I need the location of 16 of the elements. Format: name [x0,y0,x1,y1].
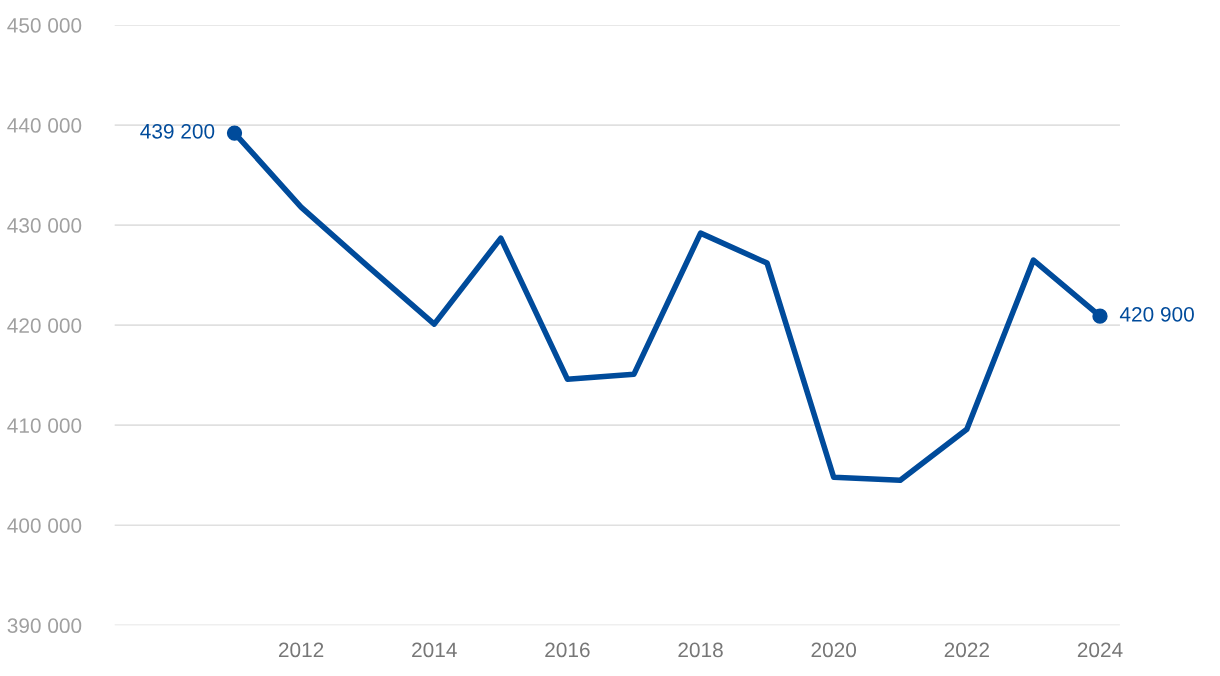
y-tick-label: 400 000 [7,518,82,534]
y-tick-label: 450 000 [7,18,82,33]
data-label: 439 200 [140,123,215,139]
y-tick-label: 430 000 [7,218,82,233]
y-tick-label: 390 000 [7,618,82,634]
x-tick-label: 2012 [278,642,324,658]
x-tick-label: 2016 [545,642,590,658]
y-tick-label: 420 000 [7,318,82,333]
x-tick-label: 2022 [944,642,989,658]
x-tick-label: 2014 [412,642,457,658]
data-label: 420 900 [1119,306,1194,322]
x-tick-label: 2020 [811,642,857,658]
y-tick-label: 440 000 [7,118,82,133]
x-tick-label: 2024 [1077,642,1123,658]
y-tick-label: 410 000 [7,418,82,433]
x-tick-label: 2018 [678,642,723,658]
